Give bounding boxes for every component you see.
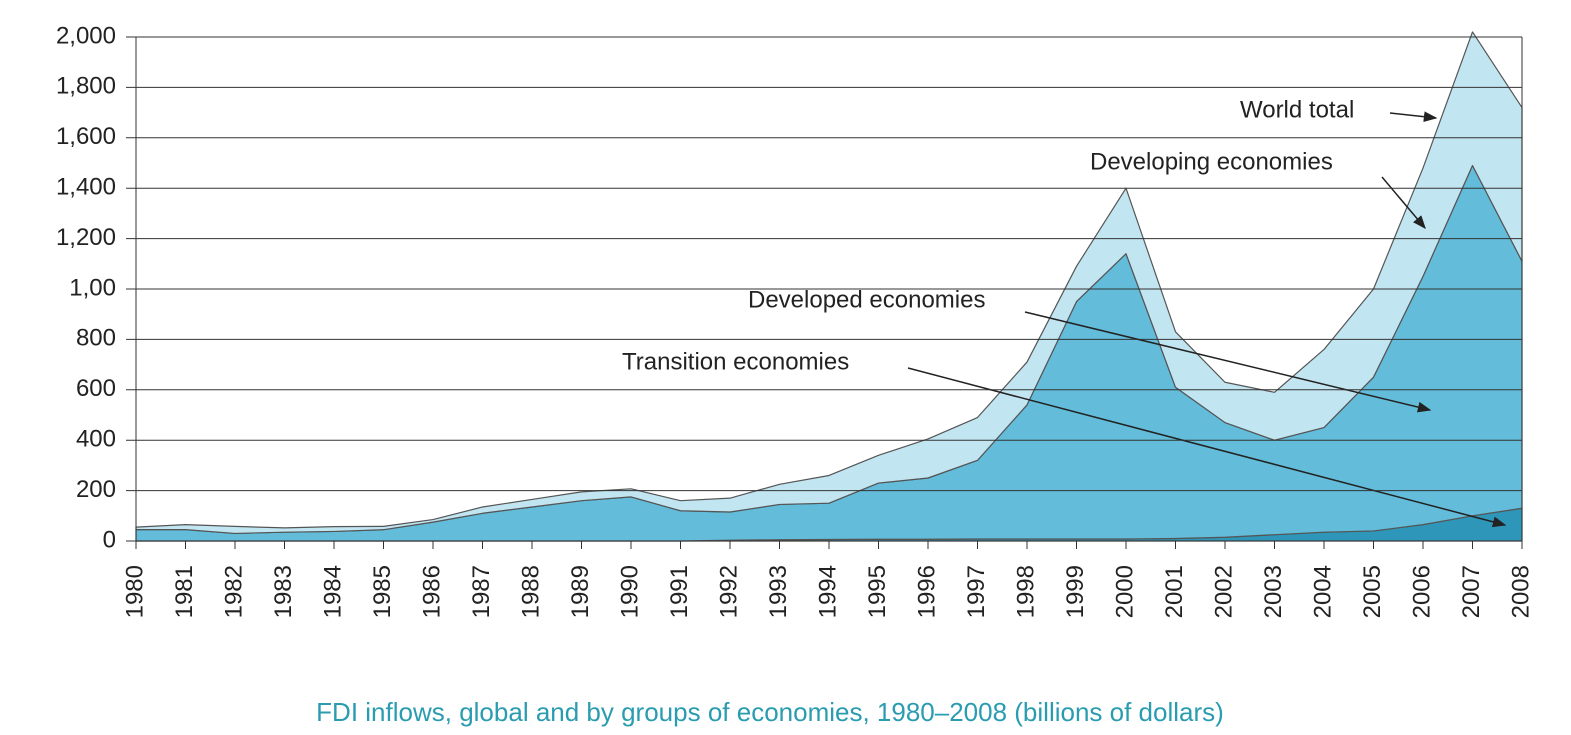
x-tick-label: 2001 [1161,565,1188,618]
x-tick-label: 1988 [517,565,544,618]
annotation-arrow [1381,176,1426,230]
x-tick-label: 1991 [666,565,693,618]
x-tick-label: 2007 [1458,565,1485,618]
annotation-arrow [1389,111,1438,123]
y-tick-label: 0 [103,526,116,553]
x-tick-label: 2002 [1210,565,1237,618]
x-tick-label: 1999 [1062,565,1089,618]
x-tick-label: 1980 [121,565,148,618]
x-tick-label: 1993 [765,565,792,618]
x-tick-label: 1985 [369,565,396,618]
annotation-arrow [907,367,1507,528]
x-tick-label: 2005 [1359,565,1386,618]
x-tick-label: 1990 [616,565,643,618]
annotation-arrow [1024,311,1432,413]
y-tick-label: 1,600 [56,123,116,150]
y-tick-label: 1,00 [69,274,116,301]
x-tick-label: 1986 [418,565,445,618]
chart-title: FDI inflows, global and by groups of eco… [316,697,1224,727]
x-tick-label: 1982 [220,565,247,618]
y-tick-label: 400 [76,426,116,453]
x-tick-label: 2000 [1111,565,1138,618]
annotation: World total [1240,96,1354,123]
x-tick-label: 2006 [1408,565,1435,618]
annotation: Transition economies [622,348,849,375]
y-tick-label: 1,400 [56,174,116,201]
annotation: Developed economies [748,286,985,313]
x-tick-label: 1989 [567,565,594,618]
y-tick-label: 2,000 [56,22,116,49]
x-tick-label: 1996 [913,565,940,618]
x-tick-label: 1983 [270,565,297,618]
x-tick-label: 1995 [864,565,891,618]
x-tick-label: 1992 [715,565,742,618]
x-tick-label: 2008 [1507,565,1534,618]
x-tick-label: 1994 [814,565,841,618]
annotation: Developing economies [1090,148,1333,175]
x-tick-label: 1997 [963,565,990,618]
y-tick-label: 800 [76,325,116,352]
x-tick-label: 1981 [171,565,198,618]
x-tick-label: 2004 [1309,565,1336,618]
x-tick-label: 1984 [319,565,346,618]
y-tick-label: 1,200 [56,224,116,251]
x-tick-label: 1987 [468,565,495,618]
y-tick-label: 1,800 [56,73,116,100]
y-tick-label: 600 [76,375,116,402]
x-tick-label: 2003 [1260,565,1287,618]
x-tick-label: 1998 [1012,565,1039,618]
y-tick-label: 200 [76,476,116,503]
